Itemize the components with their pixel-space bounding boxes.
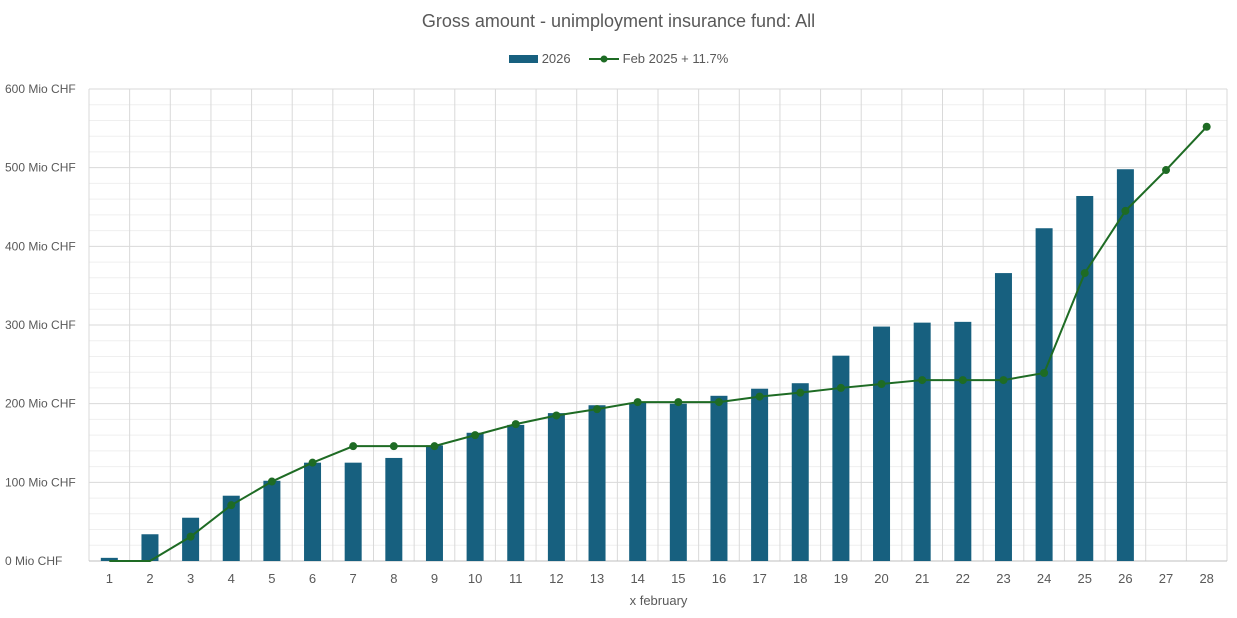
- y-tick-label: 400 Mio CHF: [5, 239, 76, 253]
- x-tick-label: 15: [671, 571, 685, 586]
- line-marker: [227, 501, 236, 510]
- y-tick-label: 500 Mio CHF: [5, 161, 76, 175]
- bar: [669, 403, 687, 561]
- x-tick-label: 2: [146, 571, 153, 586]
- legend-label: Feb 2025 + 11.7%: [622, 51, 729, 66]
- bar: [751, 388, 769, 561]
- bar: [1076, 195, 1094, 561]
- x-tick-label: 8: [390, 571, 397, 586]
- x-tick-label: 20: [874, 571, 888, 586]
- x-tick-label: 22: [956, 571, 970, 586]
- line-marker: [958, 376, 967, 385]
- x-tick-label: 16: [712, 571, 726, 586]
- x-tick-label: 25: [1078, 571, 1092, 586]
- line-marker: [836, 383, 845, 392]
- y-tick-label: 600 Mio CHF: [5, 82, 76, 96]
- line-marker: [389, 442, 398, 451]
- bar: [344, 462, 362, 561]
- y-tick-label: 100 Mio CHF: [5, 475, 76, 489]
- bar: [791, 383, 809, 561]
- x-tick-label: 28: [1199, 571, 1213, 586]
- line-marker: [511, 420, 520, 429]
- line-marker: [674, 398, 683, 407]
- legend-item-2026: 2026: [508, 51, 571, 66]
- bar: [507, 424, 525, 561]
- line-marker: [1040, 368, 1049, 377]
- bar: [913, 322, 931, 561]
- x-tick-label: 18: [793, 571, 807, 586]
- line-marker: [1121, 206, 1130, 215]
- line-marker: [1162, 166, 1171, 175]
- line-marker: [1080, 269, 1089, 278]
- x-tick-label: 9: [431, 571, 438, 586]
- line-marker: [349, 442, 358, 451]
- bar: [994, 273, 1012, 561]
- bar: [710, 395, 728, 561]
- bar: [222, 495, 240, 561]
- x-tick-label: 13: [590, 571, 604, 586]
- x-tick-label: 5: [268, 571, 275, 586]
- line-marker-icon: [588, 55, 619, 62]
- x-tick-label: 26: [1118, 571, 1132, 586]
- x-tick-label: 21: [915, 571, 929, 586]
- bar: [832, 355, 850, 561]
- y-tick-label: 300 Mio CHF: [5, 318, 76, 332]
- x-tick-label: 23: [996, 571, 1010, 586]
- chart-title: Gross amount - unimployment insurance fu…: [421, 11, 816, 31]
- bar-swatch-icon: [508, 54, 538, 63]
- bar: [425, 445, 443, 561]
- bar: [629, 402, 647, 561]
- bar: [263, 480, 281, 561]
- x-tick-label: 10: [468, 571, 482, 586]
- x-tick-label: 7: [350, 571, 357, 586]
- line-marker: [430, 442, 439, 451]
- x-tick-label: 3: [187, 571, 194, 586]
- legend-label: 2026: [541, 51, 571, 66]
- line-marker: [633, 398, 642, 407]
- trend-line: [109, 126, 1208, 562]
- bar: [873, 326, 891, 561]
- bar: [1116, 169, 1134, 562]
- line-marker: [796, 388, 805, 397]
- line-marker: [877, 380, 886, 388]
- x-tick-label: 14: [630, 571, 644, 586]
- line-marker: [755, 392, 764, 401]
- bar: [588, 405, 606, 561]
- bar: [141, 534, 159, 561]
- x-axis-title: x february: [629, 593, 688, 608]
- line-marker: [999, 376, 1008, 385]
- bar: [547, 413, 565, 561]
- x-tick-label: 24: [1037, 571, 1051, 586]
- line-marker: [471, 431, 480, 440]
- x-tick-label: 1: [106, 571, 113, 586]
- chart-legend: 2026 Feb 2025 + 11.7%: [0, 51, 1237, 66]
- bar: [1035, 228, 1053, 562]
- bar: [100, 557, 118, 561]
- x-tick-label: 4: [228, 571, 235, 586]
- bar: [466, 432, 484, 561]
- bar: [385, 457, 403, 561]
- x-tick-label: 12: [549, 571, 563, 586]
- x-tick-label: 11: [509, 571, 523, 586]
- line-marker: [918, 376, 927, 385]
- line-marker: [714, 398, 723, 407]
- legend-item-feb2025: Feb 2025 + 11.7%: [588, 51, 729, 66]
- line-marker: [267, 477, 276, 486]
- y-tick-label: 200 Mio CHF: [5, 397, 76, 411]
- line-marker: [308, 458, 317, 467]
- x-tick-label: 6: [309, 571, 316, 586]
- line-marker: [186, 532, 195, 541]
- x-tick-label: 19: [834, 571, 848, 586]
- line-marker: [1202, 122, 1211, 131]
- bar: [304, 462, 322, 561]
- y-tick-label: 0 Mio CHF: [5, 554, 62, 568]
- x-tick-label: 17: [752, 571, 766, 586]
- line-marker: [593, 405, 602, 414]
- bar: [954, 321, 972, 561]
- line-marker: [552, 411, 561, 420]
- x-tick-label: 27: [1159, 571, 1173, 586]
